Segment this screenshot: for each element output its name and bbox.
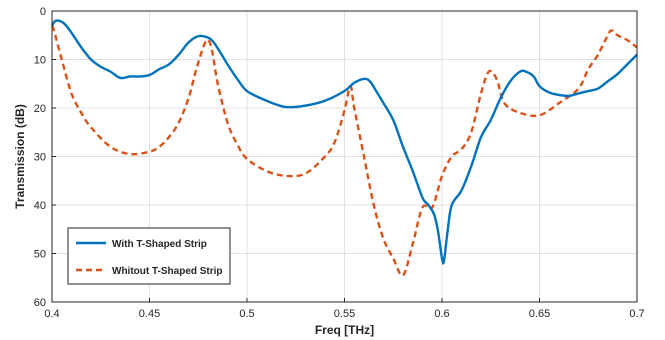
x-tick-label: 0.45 <box>139 308 160 320</box>
legend-label-without-strip: Whitout T-Shaped Strip <box>112 266 223 277</box>
y-tick-label: 30 <box>34 152 46 164</box>
x-axis-label: Freq [THz] <box>315 323 374 337</box>
y-tick-label: 10 <box>34 55 46 67</box>
series-line-without-strip <box>50 24 638 277</box>
series-line-with-strip <box>50 19 638 265</box>
y-tick-label: 0 <box>40 6 46 18</box>
y-axis-label: Transmission (dB) <box>13 104 27 209</box>
x-tick-label: 0.65 <box>529 308 550 320</box>
y-tick-label: 50 <box>34 249 46 261</box>
legend-box <box>67 227 231 285</box>
legend: With T-Shaped Strip Whitout T-Shaped Str… <box>67 227 231 285</box>
y-axis-ticks: 0 10 20 30 40 50 60 <box>34 6 56 309</box>
y-tick-label: 20 <box>34 103 46 115</box>
x-axis-ticks: 0.4 0.45 0.5 0.55 0.6 0.65 0.7 <box>44 298 645 320</box>
y-tick-label: 60 <box>34 297 46 309</box>
x-tick-label: 0.6 <box>434 308 449 320</box>
x-tick-label: 0.55 <box>334 308 355 320</box>
series-group <box>50 19 638 277</box>
legend-label-with-strip: With T-Shaped Strip <box>112 239 207 250</box>
x-tick-label: 0.5 <box>239 308 254 320</box>
x-tick-label: 0.7 <box>629 308 644 320</box>
y-tick-label: 40 <box>34 200 46 212</box>
x-tick-label: 0.4 <box>44 308 59 320</box>
